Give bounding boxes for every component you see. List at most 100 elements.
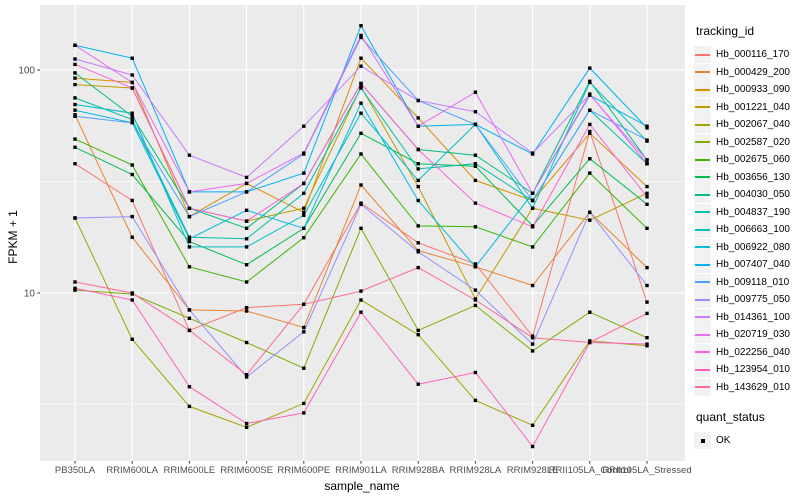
data-point <box>416 241 420 245</box>
data-point <box>473 164 478 168</box>
data-point <box>588 171 592 175</box>
data-point <box>588 122 592 127</box>
legend-label: Hb_014361_100 <box>716 311 790 323</box>
data-point <box>645 226 649 230</box>
legend-item-Hb_002067_040: Hb_002067_040 <box>694 116 798 134</box>
data-point <box>130 198 134 203</box>
data-point <box>588 92 592 96</box>
legend-key-box <box>694 432 711 450</box>
plot-panel <box>40 5 685 461</box>
data-point <box>73 96 77 100</box>
data-point <box>302 302 306 306</box>
data-point <box>244 208 249 212</box>
data-point <box>244 425 249 429</box>
data-point <box>187 190 192 194</box>
data-point <box>416 147 420 152</box>
data-point <box>416 250 420 254</box>
data-point <box>645 138 649 142</box>
data-point <box>130 114 134 118</box>
legend-item-Hb_002587_020: Hb_002587_020 <box>694 133 798 152</box>
data-point <box>359 131 363 135</box>
x-tick-label: PB350LA <box>55 465 96 476</box>
data-point <box>530 198 535 203</box>
data-point <box>473 225 478 229</box>
data-point <box>473 178 478 183</box>
data-point <box>73 216 77 220</box>
data-point <box>130 80 134 85</box>
legend-key-line-icon <box>694 98 711 116</box>
x-tick-label: RRIM600LE <box>164 465 216 476</box>
legend-item-Hb_009118_010: Hb_009118_010 <box>694 273 798 292</box>
data-point <box>588 131 592 135</box>
data-point <box>302 171 306 175</box>
legend-item-Hb_009775_050: Hb_009775_050 <box>694 291 798 309</box>
data-point <box>302 210 306 214</box>
data-point <box>130 337 134 341</box>
legend-item-Hb_022256_040: Hb_022256_040 <box>694 343 798 362</box>
legend-label: Hb_002587_020 <box>716 136 790 148</box>
legend-item-Hb_006922_080: Hb_006922_080 <box>694 238 798 257</box>
data-point <box>530 191 535 195</box>
legend-item-Hb_003656_130: Hb_003656_130 <box>694 168 798 187</box>
data-point <box>416 98 420 103</box>
data-point <box>588 157 592 161</box>
data-point <box>244 373 249 377</box>
data-point <box>244 263 249 267</box>
data-point <box>473 298 478 302</box>
data-point <box>473 288 478 292</box>
legend-key-line-icon <box>694 238 711 256</box>
legend-label: Hb_020719_030 <box>716 329 790 341</box>
legend-title-quant-status: quant_status <box>696 410 765 424</box>
data-point <box>473 265 478 269</box>
data-point <box>359 111 363 115</box>
data-point <box>416 382 420 386</box>
data-point <box>359 64 363 68</box>
data-point <box>73 145 77 149</box>
data-point <box>130 298 134 302</box>
data-point <box>359 152 363 156</box>
data-point <box>645 126 649 130</box>
data-point <box>187 153 192 157</box>
data-point <box>473 153 478 157</box>
x-tick-label: RRIM928LE <box>507 465 559 476</box>
legend-item-Hb_000116_170: Hb_000116_170 <box>694 46 798 64</box>
x-tick-label: RRIM928BA <box>392 465 445 476</box>
data-point <box>302 191 306 195</box>
data-point <box>130 86 134 90</box>
x-tick-label: RRIM600LA <box>106 465 158 476</box>
data-point <box>416 178 420 183</box>
data-point <box>530 245 535 249</box>
data-point <box>645 283 649 288</box>
legend-panel: tracking_id Hb_000116_170 Hb_000429_200 Hb… <box>694 24 798 450</box>
x-tick-label: RRIM928LA <box>450 465 502 476</box>
data-point <box>473 370 478 375</box>
legend-key-line-icon <box>694 256 711 274</box>
data-point <box>73 286 77 290</box>
data-point <box>187 308 192 312</box>
legend-label: Hb_007407_040 <box>716 259 790 271</box>
data-point <box>588 108 592 112</box>
data-point <box>359 183 363 187</box>
data-point <box>244 340 249 345</box>
legend-label: Hb_123954_010 <box>716 364 790 376</box>
legend-item-Hb_001221_040: Hb_001221_040 <box>694 98 798 117</box>
data-point <box>588 66 592 70</box>
legend-key-line-icon <box>694 326 711 344</box>
data-point <box>359 101 363 105</box>
legend-label: Hb_000116_170 <box>716 49 790 61</box>
legend-label: Hb_000429_200 <box>716 66 790 78</box>
legend-key-line-icon <box>694 168 711 186</box>
data-point <box>530 423 535 427</box>
data-point <box>73 43 77 47</box>
data-point <box>416 162 420 166</box>
data-point <box>73 137 77 141</box>
data-point <box>302 330 306 334</box>
legend-item-Hb_006663_100: Hb_006663_100 <box>694 221 798 239</box>
data-point <box>359 35 363 40</box>
legend-key-line-icon <box>694 46 711 64</box>
data-point <box>187 265 192 269</box>
legend-label: Hb_002067_040 <box>716 119 790 131</box>
data-point <box>130 111 134 115</box>
data-point <box>302 213 306 217</box>
